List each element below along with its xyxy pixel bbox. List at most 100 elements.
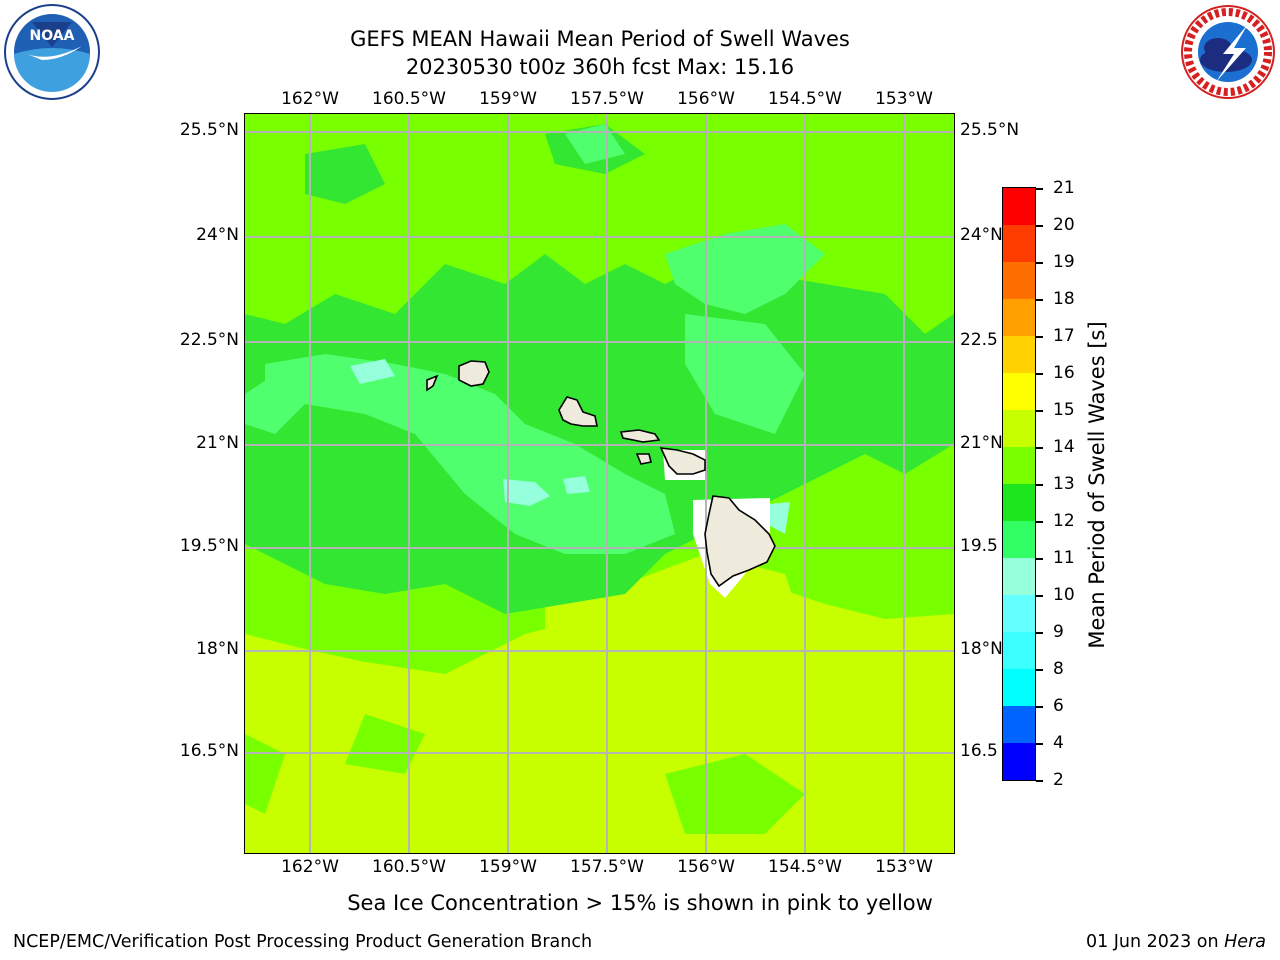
colorbar-tick-mark	[1036, 299, 1043, 301]
colorbar-tick-mark	[1036, 669, 1043, 671]
colorbar-tick-mark	[1036, 632, 1043, 634]
map-graticule	[245, 114, 954, 853]
lon-label-bottom: 156°W	[677, 857, 735, 877]
colorbar-tick-label: 20	[1053, 215, 1075, 235]
niihau-island	[426, 374, 439, 392]
lat-label-right: 22.5	[960, 330, 998, 350]
big-island	[704, 495, 776, 588]
colorbar-tick-label: 8	[1053, 659, 1064, 679]
colorbar-tick-mark	[1036, 743, 1043, 745]
maui-island	[659, 447, 706, 475]
colorbar-tick-mark	[1036, 188, 1043, 190]
footer-credit: NCEP/EMC/Verification Post Processing Pr…	[13, 932, 593, 952]
colorbar-tick-mark	[1036, 706, 1043, 708]
lat-label-left: 19.5°N	[179, 536, 239, 556]
lon-label-top: 162°W	[281, 89, 339, 109]
colorbar-tick-label: 2	[1053, 770, 1064, 790]
colorbar-tick-label: 14	[1053, 437, 1075, 457]
colorbar-tick-label: 9	[1053, 622, 1064, 642]
colorbar-band	[1003, 336, 1035, 373]
lanai-island	[635, 453, 652, 465]
colorbar-band	[1003, 669, 1035, 706]
lat-label-right: 16.5	[960, 741, 998, 761]
lon-label-top: 159°W	[479, 89, 537, 109]
lat-label-right: 21°N	[960, 433, 1003, 453]
colorbar-band	[1003, 225, 1035, 262]
colorbar-tick-label: 15	[1053, 400, 1075, 420]
colorbar-tick-label: 13	[1053, 474, 1075, 494]
lon-label-bottom: 154.5°W	[768, 857, 842, 877]
colorbar-tick-mark	[1036, 484, 1043, 486]
colorbar-tick-label: 11	[1053, 548, 1075, 568]
colorbar-tick-mark	[1036, 373, 1043, 375]
colorbar-band	[1003, 632, 1035, 669]
lon-label-top: 157.5°W	[570, 89, 644, 109]
lon-label-bottom: 160.5°W	[372, 857, 446, 877]
map-panel	[245, 114, 954, 853]
lat-label-left: 18°N	[196, 639, 239, 659]
lat-label-right: 19.5	[960, 536, 998, 556]
footer-date-text: 01 Jun 2023 on	[1085, 932, 1225, 952]
chart-title-line2: 20230530 t00z 360h fcst Max: 15.16	[405, 55, 795, 79]
lat-label-right: 25.5°N	[960, 120, 1020, 140]
colorbar-tick-mark	[1036, 336, 1043, 338]
lon-label-bottom: 157.5°W	[570, 857, 644, 877]
colorbar-band	[1003, 484, 1035, 521]
colorbar-tick-mark	[1036, 225, 1043, 227]
colorbar-band	[1003, 558, 1035, 595]
lon-label-top: 153°W	[875, 89, 933, 109]
colorbar-tick-label: 4	[1053, 733, 1064, 753]
colorbar-tick-mark	[1036, 780, 1043, 782]
colorbar-tick-label: 21	[1053, 178, 1075, 198]
colorbar-tick-label: 10	[1053, 585, 1075, 605]
sea-ice-note: Sea Ice Concentration > 15% is shown in …	[347, 891, 933, 915]
nws-logo	[1178, 2, 1278, 102]
kauai-island	[458, 360, 490, 387]
lat-label-right: 24°N	[960, 225, 1003, 245]
colorbar-band	[1003, 447, 1035, 484]
hawaii-islands	[426, 360, 776, 588]
swell-period-field	[245, 114, 954, 853]
lon-label-top: 154.5°W	[768, 89, 842, 109]
colorbar-band	[1003, 743, 1035, 780]
lon-label-top: 156°W	[677, 89, 735, 109]
colorbar-band	[1003, 188, 1035, 225]
colorbar-tick-label: 16	[1053, 363, 1075, 383]
lat-label-left: 22.5°N	[179, 330, 239, 350]
lat-label-right: 18°N	[960, 639, 1003, 659]
colorbar-band	[1003, 262, 1035, 299]
lon-label-top: 160.5°W	[372, 89, 446, 109]
colorbar-band	[1003, 410, 1035, 447]
chart-title-line1: GEFS MEAN Hawaii Mean Period of Swell Wa…	[350, 27, 850, 51]
colorbar-band	[1003, 521, 1035, 558]
colorbar-tick-mark	[1036, 558, 1043, 560]
colorbar-tick-mark	[1036, 595, 1043, 597]
colorbar-label: Mean Period of Swell Waves [s]	[1085, 321, 1109, 649]
colorbar-tick-label: 12	[1053, 511, 1075, 531]
noaa-logo-text: NOAA	[30, 28, 75, 44]
lat-label-left: 21°N	[196, 433, 239, 453]
lat-label-left: 24°N	[196, 225, 239, 245]
colorbar-tick-label: 19	[1053, 252, 1075, 272]
colorbar-tick-label: 17	[1053, 326, 1075, 346]
footer-host: Hera	[1224, 932, 1266, 952]
lon-label-bottom: 159°W	[479, 857, 537, 877]
colorbar-tick-mark	[1036, 262, 1043, 264]
lat-label-left: 25.5°N	[179, 120, 239, 140]
colorbar-band	[1003, 299, 1035, 336]
colorbar-tick-mark	[1036, 521, 1043, 523]
lon-label-bottom: 153°W	[875, 857, 933, 877]
map-border	[244, 113, 955, 854]
oahu-island	[558, 396, 598, 427]
colorbar-band	[1003, 706, 1035, 743]
molokai-island	[619, 429, 661, 443]
colorbar-tick-mark	[1036, 410, 1043, 412]
colorbar-band	[1003, 595, 1035, 632]
footer-date: 01 Jun 2023 on Hera	[1086, 932, 1266, 952]
colorbar-tick-label: 6	[1053, 696, 1064, 716]
lat-label-left: 16.5°N	[179, 741, 239, 761]
colorbar	[1002, 187, 1036, 781]
noaa-logo: NOAA	[2, 2, 102, 102]
colorbar-tick-mark	[1036, 447, 1043, 449]
colorbar-band	[1003, 373, 1035, 410]
